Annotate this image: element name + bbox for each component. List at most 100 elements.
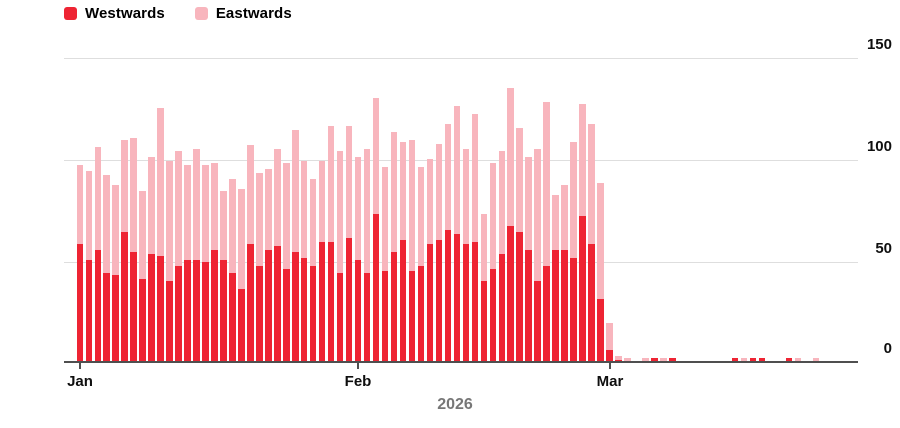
bar-eastwards[interactable] [238,189,245,289]
bar-eastwards[interactable] [148,156,155,255]
bar-westwards[interactable] [363,272,371,362]
bar-westwards[interactable] [94,250,102,362]
bar-eastwards[interactable] [471,114,479,243]
bar-westwards[interactable] [327,242,335,362]
bar-eastwards[interactable] [794,357,802,362]
bar-eastwards[interactable] [345,126,353,238]
bar-eastwards[interactable] [498,150,506,255]
bar-westwards[interactable] [453,233,461,362]
bar-westwards[interactable] [381,270,389,362]
bar-eastwards[interactable] [76,164,84,245]
bar-westwards[interactable] [785,357,793,362]
bar-westwards[interactable] [193,260,200,362]
bar-eastwards[interactable] [399,142,407,240]
bar-westwards[interactable] [471,242,479,362]
bar-westwards[interactable] [731,357,739,362]
bar-westwards[interactable] [669,357,676,362]
bar-eastwards[interactable] [166,160,173,281]
bar-westwards[interactable] [498,254,506,362]
bar-westwards[interactable] [516,231,523,362]
bar-eastwards[interactable] [229,179,236,273]
bar-westwards[interactable] [121,231,128,362]
bar-eastwards[interactable] [300,160,308,259]
bar-westwards[interactable] [651,357,658,362]
bar-eastwards[interactable] [507,87,514,226]
bar-westwards[interactable] [534,280,541,362]
bar-eastwards[interactable] [247,144,254,245]
bar-eastwards[interactable] [543,101,550,267]
bar-eastwards[interactable] [193,148,200,261]
bar-westwards[interactable] [570,258,577,362]
bar-westwards[interactable] [507,225,514,362]
bar-eastwards[interactable] [292,130,299,253]
bar-eastwards[interactable] [94,146,102,251]
bar-eastwards[interactable] [381,166,389,271]
bar-westwards[interactable] [292,252,299,362]
bar-eastwards[interactable] [202,164,209,263]
bar-westwards[interactable] [480,280,488,362]
bar-westwards[interactable] [103,272,110,362]
bar-westwards[interactable] [588,244,595,362]
bar-eastwards[interactable] [139,191,146,279]
bar-westwards[interactable] [229,272,236,362]
bar-eastwards[interactable] [615,355,622,360]
bar-westwards[interactable] [426,244,434,362]
bar-westwards[interactable] [749,357,757,362]
bar-westwards[interactable] [318,242,326,362]
bar-westwards[interactable] [336,272,344,362]
bar-westwards[interactable] [606,349,613,362]
bar-westwards[interactable] [175,266,182,362]
bar-eastwards[interactable] [283,162,290,269]
bar-westwards[interactable] [489,268,497,362]
bar-eastwards[interactable] [489,162,497,269]
bar-westwards[interactable] [579,215,586,362]
bar-eastwards[interactable] [112,185,119,275]
bar-eastwards[interactable] [812,357,820,362]
bar-westwards[interactable] [408,270,416,362]
bar-eastwards[interactable] [417,166,425,267]
bar-westwards[interactable] [202,262,209,362]
bar-eastwards[interactable] [579,103,586,216]
bar-westwards[interactable] [758,357,766,362]
bar-westwards[interactable] [597,299,604,362]
bar-westwards[interactable] [399,240,407,362]
bar-westwards[interactable] [256,266,263,362]
bar-westwards[interactable] [345,238,353,362]
bar-westwards[interactable] [552,250,559,362]
bar-eastwards[interactable] [516,128,523,232]
bar-westwards[interactable] [220,260,227,362]
bar-westwards[interactable] [184,260,191,362]
bar-eastwards[interactable] [336,150,344,273]
bar-westwards[interactable] [157,256,164,362]
bar-westwards[interactable] [372,213,380,362]
bar-eastwards[interactable] [588,124,595,245]
bar-westwards[interactable] [462,244,470,362]
bar-westwards[interactable] [148,254,155,362]
bar-westwards[interactable] [247,244,254,362]
bar-eastwards[interactable] [597,183,604,299]
bar-eastwards[interactable] [130,138,137,253]
bar-westwards[interactable] [130,252,137,362]
bar-eastwards[interactable] [426,158,434,245]
bar-westwards[interactable] [543,266,550,362]
bar-westwards[interactable] [238,288,245,362]
bar-eastwards[interactable] [309,179,317,267]
bar-westwards[interactable] [166,280,173,362]
bar-westwards[interactable] [390,252,398,362]
bar-eastwards[interactable] [480,213,488,281]
legend-item-eastwards[interactable]: Eastwards [194,5,292,22]
bar-eastwards[interactable] [157,107,164,257]
bar-eastwards[interactable] [265,168,272,251]
bar-westwards[interactable] [112,274,119,362]
bar-westwards[interactable] [211,250,218,362]
bar-eastwards[interactable] [570,142,577,259]
bar-westwards[interactable] [283,268,290,362]
bar-westwards[interactable] [300,258,308,362]
bar-eastwards[interactable] [606,323,613,350]
bar-eastwards[interactable] [274,148,281,247]
bar-westwards[interactable] [309,266,317,362]
bar-westwards[interactable] [354,260,362,362]
bar-eastwards[interactable] [354,156,362,261]
bar-eastwards[interactable] [121,140,128,232]
bar-westwards[interactable] [139,278,146,362]
